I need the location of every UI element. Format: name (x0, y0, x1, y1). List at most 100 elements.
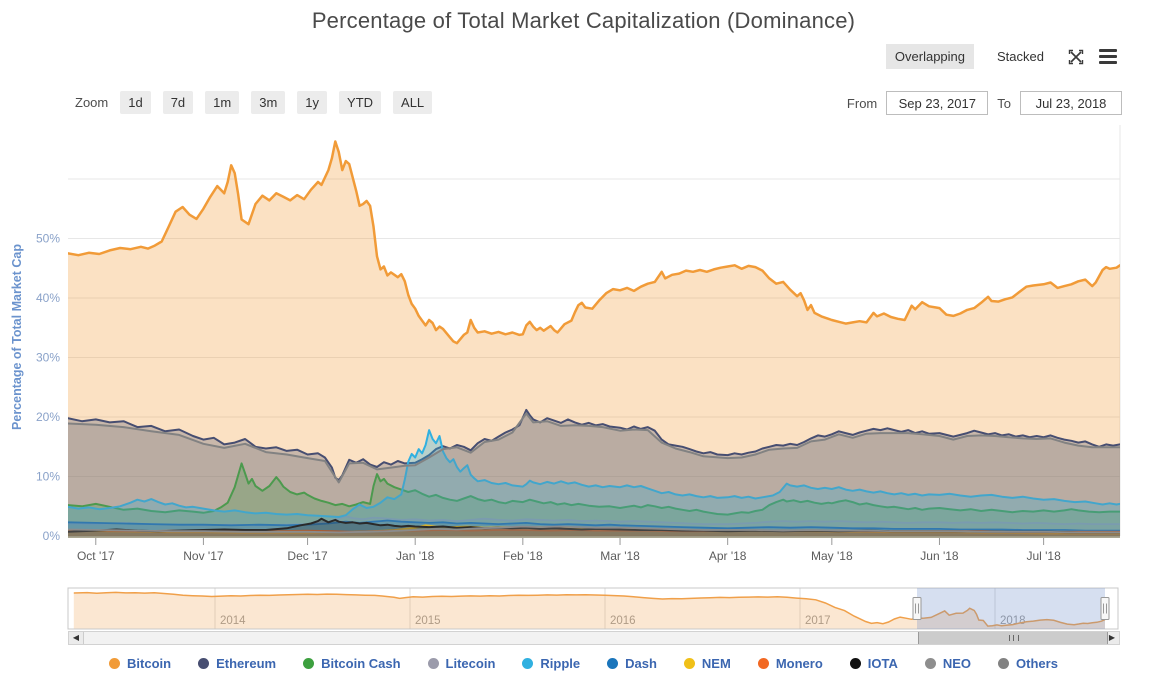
area-ripple (68, 430, 1120, 536)
navigator-year-label: 2016 (610, 615, 636, 627)
page-title: Percentage of Total Market Capitalizatio… (311, 8, 856, 33)
hamburger-menu-icon[interactable] (1099, 49, 1117, 64)
legend-marker-icon (109, 658, 121, 669)
series-layer (68, 140, 1120, 536)
legend-marker-icon (998, 658, 1010, 669)
navigator-year-label: 2018 (1000, 615, 1026, 627)
legend-item-ethereum[interactable]: Ethereum (198, 656, 276, 671)
x-axis-tick-label: Apr '18 (709, 549, 747, 563)
line-bitcoin-cash (68, 462, 1120, 516)
x-axis-tick-label: Jul '18 (1026, 549, 1061, 563)
x-axis-tick-label: Jun '18 (920, 549, 959, 563)
y-axis-tick-label: 20% (36, 410, 60, 424)
line-others (68, 412, 1120, 484)
legend-label: Litecoin (445, 656, 496, 671)
from-label: From (846, 95, 878, 111)
legend-item-bitcoin-cash[interactable]: Bitcoin Cash (303, 656, 401, 671)
zoom-label: Zoom (75, 95, 109, 110)
expand-icon[interactable] (1067, 48, 1085, 66)
navigator-left-handle[interactable] (912, 597, 922, 620)
x-axis-tick-label: Jan '18 (396, 549, 435, 563)
legend-item-others[interactable]: Others (998, 656, 1058, 671)
zoom-buttons: 1d 7d 1m 3m 1y YTD ALL (120, 91, 433, 114)
navigator-line (73, 591, 1106, 627)
x-axis-tick-label: Dec '17 (287, 549, 328, 563)
scrollbar-grip-icon (1009, 635, 1019, 641)
zoom-button-1m[interactable]: 1m (205, 91, 240, 114)
y-axis-tick-label: 50% (36, 232, 60, 246)
navigator-scrollbar[interactable]: ◀ ▶ (68, 631, 1120, 645)
x-axis-tick-label: Mar '18 (600, 549, 640, 563)
legend-marker-icon (522, 658, 534, 669)
legend-label: Ripple (540, 656, 581, 671)
y-axis-tick-label: 10% (36, 470, 60, 484)
legend-item-iota[interactable]: IOTA (849, 656, 898, 671)
area-others (68, 413, 1120, 536)
legend-label: NEM (701, 656, 731, 671)
legend-label: IOTA (867, 656, 898, 671)
from-date-input[interactable] (886, 91, 989, 115)
navigator-year-label: 2017 (805, 615, 831, 627)
legend-item-ripple[interactable]: Ripple (522, 656, 580, 671)
legend-label: Others (1016, 656, 1058, 671)
y-axis-tick-label: 0% (43, 529, 61, 543)
navigator-year-label: 2014 (220, 615, 246, 627)
legend-label: Dash (625, 656, 657, 671)
legend-item-monero[interactable]: Monero (757, 656, 823, 671)
legend-marker-icon (683, 658, 695, 669)
legend-marker-icon (198, 658, 210, 669)
zoom-button-1y[interactable]: 1y (297, 91, 328, 114)
legend-marker-icon (427, 658, 439, 669)
overlapping-button[interactable]: Overlapping (885, 44, 975, 69)
scrollbar-left-arrow-icon[interactable]: ◀ (69, 632, 84, 644)
legend-marker-icon (849, 658, 861, 669)
legend-item-dash[interactable]: Dash (607, 656, 657, 671)
date-range-inputs: From To (847, 91, 1122, 115)
zoom-button-ytd[interactable]: YTD (339, 91, 382, 114)
legend-label: NEO (942, 656, 972, 671)
navigator-area (73, 592, 1105, 629)
to-label: To (997, 95, 1011, 111)
legend-item-litecoin[interactable]: Litecoin (427, 656, 496, 671)
area-bitcoin-cash (68, 463, 1120, 536)
scrollbar-thumb[interactable] (918, 632, 1108, 644)
zoom-button-7d[interactable]: 7d (162, 91, 194, 114)
zoom-range-selector: Zoom 1d 7d 1m 3m 1y YTD ALL (75, 91, 433, 114)
legend-marker-icon (924, 658, 936, 669)
legend-marker-icon (757, 658, 769, 669)
to-date-input[interactable] (1020, 91, 1122, 115)
legend-label: Bitcoin Cash (321, 656, 401, 671)
navigator-year-label: 2015 (415, 615, 441, 627)
line-ethereum (68, 408, 1120, 482)
area-neo (68, 526, 1120, 536)
x-axis-tick-label: Feb '18 (503, 549, 543, 563)
navigator-right-handle[interactable] (1100, 597, 1110, 620)
line-ripple (68, 429, 1120, 518)
line-litecoin (68, 515, 1120, 527)
stacked-button[interactable]: Stacked (997, 49, 1044, 64)
legend-label: Bitcoin (127, 656, 172, 671)
legend-item-bitcoin[interactable]: Bitcoin (109, 656, 171, 671)
y-axis-tick-label: 40% (36, 291, 60, 305)
legend-label: Monero (775, 656, 823, 671)
x-axis-tick-label: Nov '17 (183, 549, 224, 563)
line-bitcoin (68, 140, 1120, 345)
legend-item-neo[interactable]: NEO (924, 656, 972, 671)
zoom-button-3m[interactable]: 3m (251, 91, 286, 114)
legend-marker-icon (607, 658, 619, 669)
zoom-button-all[interactable]: ALL (393, 91, 433, 114)
legend-item-nem[interactable]: NEM (683, 656, 731, 671)
mode-controls: Overlapping Stacked (885, 44, 1117, 69)
legend-label: Ethereum (216, 656, 277, 671)
navigator-outline (67, 587, 1119, 630)
y-axis-tick-label: 30% (36, 351, 60, 365)
legend-marker-icon (303, 658, 315, 669)
chart-legend: Bitcoin Ethereum Bitcoin Cash Litecoin Rippl… (0, 656, 1167, 671)
navigator-selected-range[interactable] (917, 588, 1105, 629)
zoom-button-1d[interactable]: 1d (120, 91, 151, 114)
x-axis-tick-label: Oct '17 (77, 549, 115, 563)
x-axis-tick-label: May '18 (811, 549, 853, 563)
line-neo (68, 525, 1120, 534)
